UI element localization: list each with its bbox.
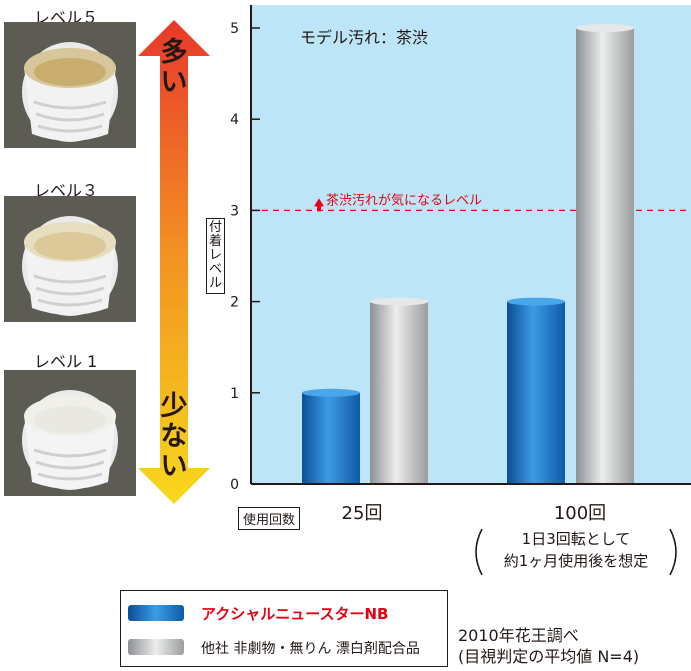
legend: アクシャルニュースターNB 他社 非劇物・無りん 漂白剤配合品 xyxy=(120,590,448,667)
bar-cap-1-1 xyxy=(576,24,634,32)
bar-cap-0-1 xyxy=(507,297,565,306)
category-note-line-2: 約1ヶ月使用後を想定 xyxy=(503,552,649,570)
legend-swatch-series-1 xyxy=(128,605,184,621)
category-note-line-1: 1日3回転として xyxy=(521,530,631,548)
amount-gradient-arrow xyxy=(138,20,210,504)
y-tick-label-0: 0 xyxy=(230,477,239,493)
bar-competitor-0 xyxy=(370,301,428,484)
cup-photo-level-1 xyxy=(4,370,136,496)
level-1-label: レベル 1 xyxy=(34,352,98,371)
bar-cap-0-0 xyxy=(302,388,360,397)
bar-cap-1-0 xyxy=(370,297,428,306)
credit-line-1: 2010年花王調べ xyxy=(458,626,579,645)
credit-line-2: (目視判定の平均値 N=4) xyxy=(458,647,640,666)
bar-competitor-1 xyxy=(576,28,634,484)
bar-nb-1 xyxy=(507,301,565,484)
cup-photo-level-5 xyxy=(4,22,136,148)
y-tick-label-5: 5 xyxy=(230,21,239,37)
x-axis-label: 使用回数 xyxy=(238,507,301,530)
y-tick-label-2: 2 xyxy=(230,295,239,311)
arrow-bottom-label: 少ない xyxy=(160,391,188,482)
y-tick-label-3: 3 xyxy=(230,203,239,219)
threshold-label: 茶渋汚れが気になるレベル xyxy=(326,192,482,208)
threshold-arrow-icon xyxy=(314,198,324,212)
category-note: 1日3回転として 約1ヶ月使用後を想定 xyxy=(470,527,682,577)
arrow-top-label: 多い xyxy=(160,37,188,98)
legend-label-series-1: アクシャルニュースターNB xyxy=(201,605,389,623)
cup-photo-level-3 xyxy=(4,196,136,322)
x-category-100: 100回 xyxy=(553,503,607,524)
bar-nb-0 xyxy=(302,392,360,484)
y-tick-label-1: 1 xyxy=(230,386,239,402)
chart-title: モデル汚れ：茶渋 xyxy=(300,28,429,47)
legend-label-series-2: 他社 非劇物・無りん 漂白剤配合品 xyxy=(201,641,420,657)
x-category-25: 25回 xyxy=(341,503,383,524)
legend-swatch-series-2 xyxy=(128,639,184,655)
y-axis-label: 付着レベル xyxy=(206,218,225,294)
y-tick-label-4: 4 xyxy=(230,112,239,128)
level-3-label: レベル３ xyxy=(34,181,99,200)
